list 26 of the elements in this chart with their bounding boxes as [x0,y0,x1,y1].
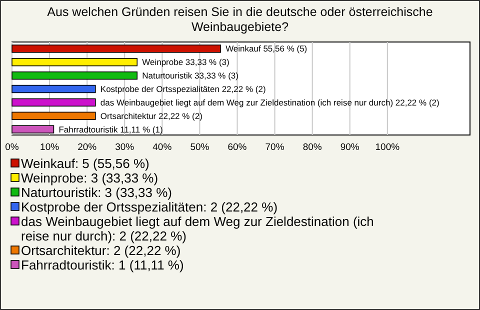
text: Naturtouristik: 3 (33,33 %) [21,185,172,200]
x-tick-label: 80% [302,142,322,153]
x-tick-label: 10% [40,142,60,153]
text: Kostprobe der Ortsspezialitäten: 2 (22,22 %) [21,200,278,214]
x-tick-label: 100% [375,142,400,153]
text: Weinkauf: 5 (55,56 %) [21,156,150,171]
category-label: Naturtouristik 33,33 % (3) [142,70,238,81]
category-label: Weinprobe 33,33 % (3) [142,57,230,68]
text: Weinprobe: 3 (33,33 %) [21,170,158,186]
category-label: das Weinbaugebiet liegt auf dem Weg zur Zieldestination (ich reise nur durch) 22,22 % (2) [100,97,440,108]
x-tick-label: 30% [115,142,135,153]
x-tick-label: 90% [340,142,360,153]
category-label: Kostprobe der Ortsspezialitäten 22,22 % (2) [100,84,266,94]
x-tick-label: 70% [265,142,285,153]
text: Ortsarchitektur: 2 (22,22 %) [21,243,181,258]
x-tick-label: 40% [152,142,172,153]
x-tick-label: 60% [228,142,248,153]
x-tick-label: 0% [5,142,20,153]
category-label: Weinkauf 55,56 % (5) [226,44,308,54]
x-tick-label: 20% [78,142,98,153]
x-tick-label: 50% [190,142,210,153]
text: das Weinbaugebiet liegt auf dem Weg zur Zieldestination (ich reise nur durch): 2 (22,22 %) [21,214,374,244]
category-label: Ortsarchitektur 22,22 % (2) [100,110,202,121]
text: Fahrradtouristik: 1 (11,11 %) [21,258,184,272]
chart-title: Aus welchen Gründen reisen Sie in die deutsche oder österreichische Weinbaugebiete? [47,5,433,34]
category-label: Fahrradtouristik 11,11 % (1) [58,124,163,134]
